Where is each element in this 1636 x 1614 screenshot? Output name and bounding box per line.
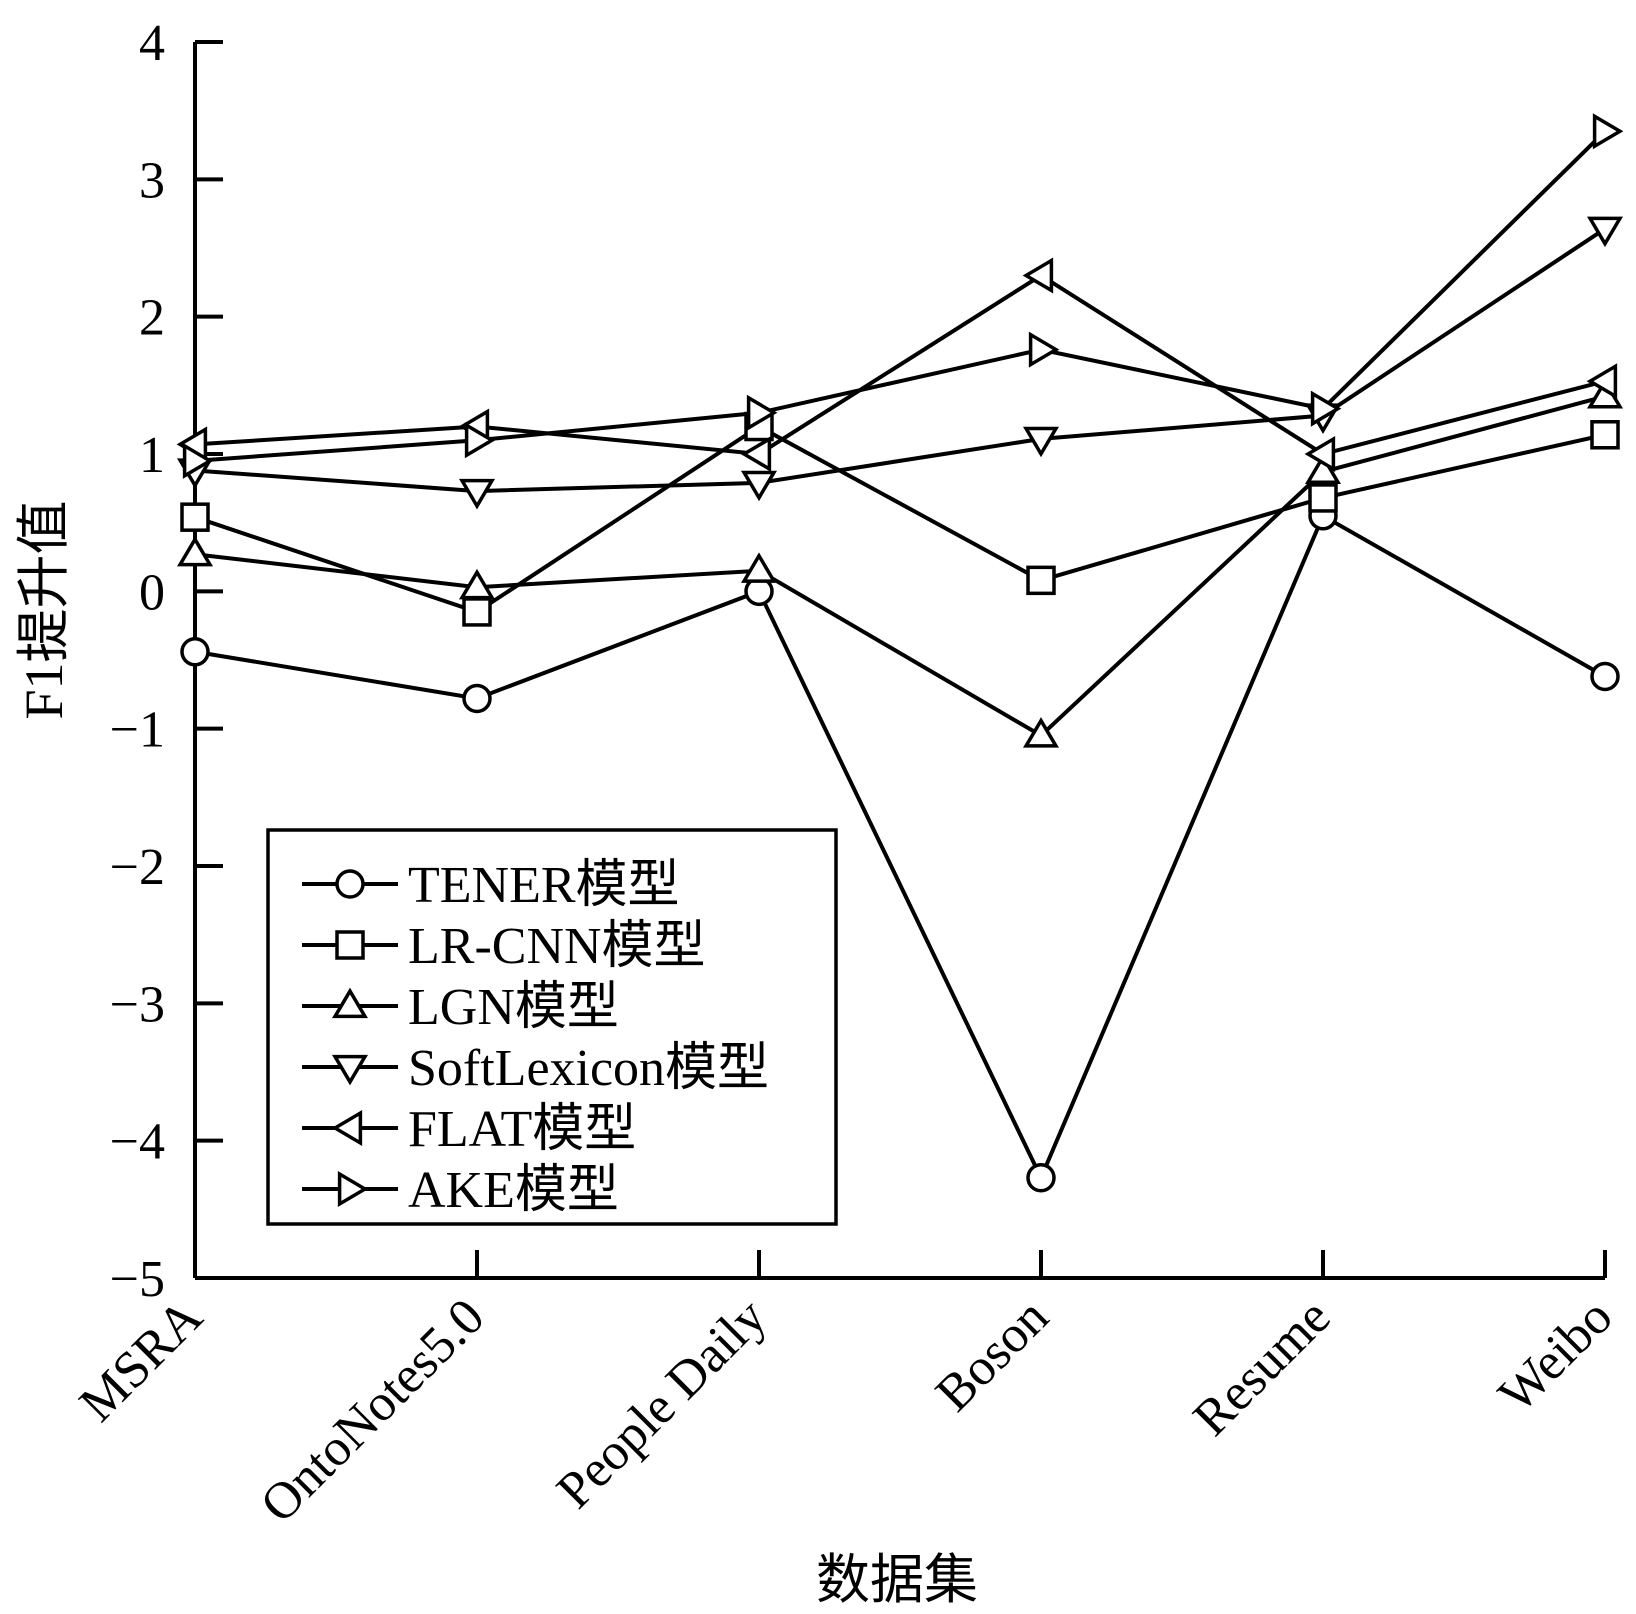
- y-tick-label: −1: [110, 702, 165, 759]
- data-point: [1026, 565, 1056, 596]
- legend-label: AKE模型: [408, 1162, 619, 1219]
- y-tick-label: 3: [139, 152, 165, 209]
- x-tick-label: Boson: [925, 1288, 1059, 1422]
- data-point: [458, 478, 496, 510]
- series: [194, 227, 1607, 494]
- legend-marker: [331, 1109, 363, 1147]
- legend-item: SoftLexicon模型: [302, 1040, 769, 1097]
- series-line: [194, 227, 1607, 494]
- data-point: [1022, 257, 1054, 294]
- series-markers: [176, 257, 1618, 473]
- legend-label: SoftLexicon模型: [408, 1040, 769, 1097]
- series-line: [194, 512, 1606, 1183]
- data-point: [464, 422, 496, 459]
- legend-marker: [331, 987, 369, 1019]
- legend-item: LGN模型: [302, 979, 619, 1036]
- legend-item: AKE模型: [302, 1162, 619, 1219]
- legend-item: LR-CNN模型: [302, 918, 706, 975]
- legend-label: LGN模型: [408, 979, 619, 1036]
- y-tick-label: 0: [139, 564, 165, 621]
- data-point: [740, 435, 772, 473]
- data-point: [182, 442, 214, 479]
- data-point: [1308, 483, 1338, 513]
- series-line: [194, 394, 1606, 739]
- data-point: [1028, 331, 1060, 368]
- data-point: [176, 535, 214, 567]
- x-tick-label: MSRA: [69, 1288, 214, 1433]
- series-markers: [180, 411, 1620, 627]
- data-point: [180, 637, 210, 667]
- series-layer: [176, 113, 1624, 1193]
- y-tick-label: −2: [110, 839, 165, 896]
- legend-marker: [335, 869, 365, 899]
- data-point: [746, 394, 778, 431]
- legend-label: TENER模型: [408, 857, 680, 914]
- y-tick-label: −4: [110, 1114, 165, 1171]
- series-line: [194, 129, 1607, 463]
- legend-marker: [335, 930, 365, 960]
- series-line: [194, 273, 1606, 457]
- series-line: [194, 424, 1606, 615]
- x-tick-label: People Daily: [546, 1288, 777, 1519]
- legend-box: [266, 828, 838, 1226]
- y-tick-label: 1: [139, 427, 165, 484]
- legend-marker: [337, 1170, 369, 1208]
- data-point: [1022, 426, 1060, 458]
- series-markers: [176, 377, 1624, 748]
- data-point: [740, 552, 778, 583]
- series: [194, 394, 1606, 739]
- legend-label: LR-CNN模型: [408, 918, 706, 975]
- data-point: [458, 568, 496, 600]
- y-tick-label: −3: [110, 976, 165, 1033]
- data-point: [1586, 216, 1624, 248]
- x-tick-label: Resume: [1183, 1288, 1342, 1447]
- y-tick-label: 2: [139, 290, 165, 347]
- data-point: [740, 470, 778, 502]
- data-point: [1590, 661, 1620, 692]
- data-point: [462, 597, 492, 627]
- series-markers: [182, 113, 1624, 479]
- x-tick-label: OntoNotes5.0: [250, 1288, 496, 1534]
- legend-label: FLAT模型: [408, 1101, 636, 1158]
- y-axis-title: F1提升值: [14, 500, 74, 719]
- y-tick-label: −5: [110, 1251, 165, 1308]
- legend-item: TENER模型: [302, 857, 680, 914]
- legend-marker: [331, 1054, 369, 1086]
- series: [194, 129, 1607, 463]
- data-point: [1304, 435, 1336, 473]
- data-point: [1590, 420, 1620, 450]
- series-markers: [180, 501, 1620, 1193]
- x-tick-label: Weibo: [1488, 1288, 1623, 1423]
- data-point: [180, 502, 210, 532]
- data-point: [1310, 390, 1342, 427]
- data-point: [462, 683, 492, 714]
- series: [194, 512, 1606, 1183]
- x-axis-title: 数据集: [816, 1550, 978, 1610]
- legend: TENER模型LR-CNN模型LGN模型SoftLexicon模型FLAT模型A…: [266, 828, 838, 1226]
- series: [194, 273, 1606, 457]
- series: [194, 424, 1606, 615]
- data-point: [1586, 363, 1618, 400]
- data-point: [1304, 453, 1342, 485]
- data-point: [1022, 717, 1060, 748]
- legend-item: FLAT模型: [302, 1101, 636, 1158]
- data-point: [1026, 1162, 1056, 1193]
- y-tick-label: 4: [139, 15, 165, 72]
- data-point: [1592, 113, 1624, 150]
